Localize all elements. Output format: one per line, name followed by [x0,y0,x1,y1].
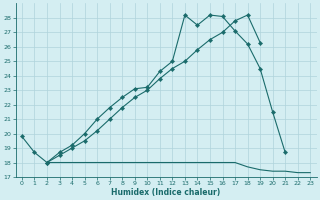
X-axis label: Humidex (Indice chaleur): Humidex (Indice chaleur) [111,188,221,197]
